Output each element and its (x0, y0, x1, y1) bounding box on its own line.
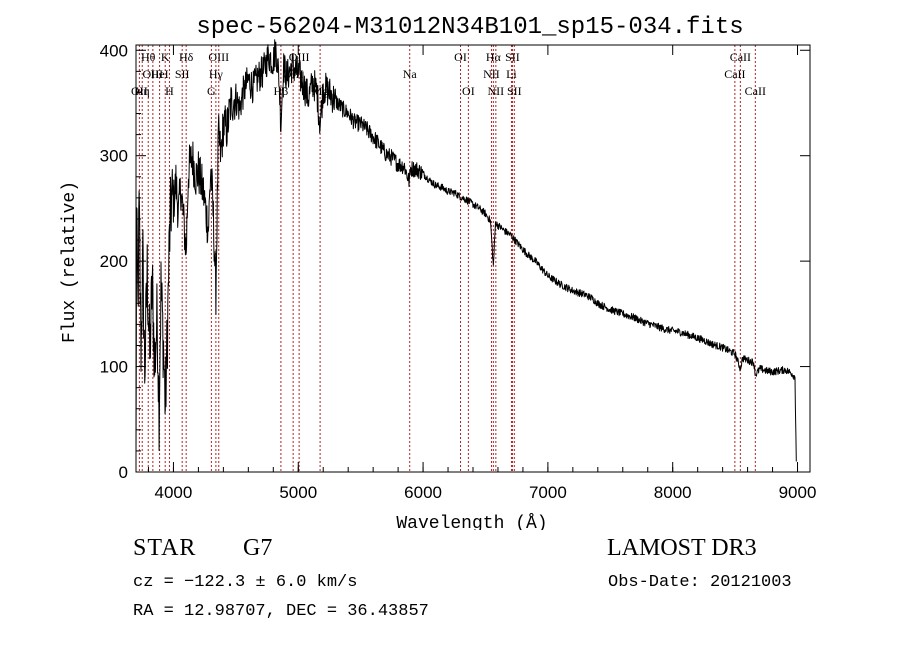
line-marker-label: OI (462, 84, 475, 98)
line-marker-label: Hη (135, 84, 150, 98)
observation-date: Obs-Date: 20121003 (608, 573, 792, 592)
line-marker-label: CaII (745, 84, 766, 98)
line-marker-label: Hγ (209, 67, 224, 81)
line-marker-label: SII (175, 67, 190, 81)
x-tick-label: 5000 (279, 483, 317, 502)
sky-coordinates: RA = 12.98707, DEC = 36.43857 (133, 602, 429, 621)
x-axis-label: Wavelength (Å) (396, 513, 547, 530)
line-marker-label: Hα (486, 50, 502, 64)
line-marker-label: Hδ (179, 50, 194, 64)
spectrum-line (135, 39, 797, 462)
y-tick-label: 200 (100, 252, 128, 271)
line-marker-label: HeI (151, 67, 169, 81)
x-tick-label: 4000 (155, 483, 193, 502)
line-marker-label: Hβ (274, 84, 289, 98)
x-tick-label: 6000 (404, 483, 442, 502)
x-tick-label: 7000 (529, 483, 567, 502)
line-marker-label: OIII (208, 50, 229, 64)
line-marker-label: NII (488, 84, 505, 98)
line-marker-label: K (161, 50, 170, 64)
y-tick-label: 0 (119, 463, 128, 482)
line-marker-label: CaII (730, 50, 751, 64)
line-marker-label: OIII (143, 67, 164, 81)
object-class: STAR (133, 535, 197, 561)
y-tick-label: 400 (100, 41, 128, 60)
line-marker-label: CaII (724, 67, 745, 81)
line-marker-label: G (207, 84, 216, 98)
x-axis: 4000 5000 6000 7000 8000 9000 (147, 45, 817, 502)
redshift-velocity: cz = −122.3 ± 6.0 km/s (133, 573, 358, 592)
line-marker-label: Li (506, 67, 517, 81)
chart-title: spec-56204-M31012N34B101_sp15-034.fits (196, 14, 743, 41)
line-label-group: OIIHηHθOIIIHeIKHSIIHδGHγOIIIHβOIIIOIIIMg… (131, 50, 766, 98)
spectrum-chart: spec-56204-M31012N34B101_sp15-034.fits O… (60, 14, 817, 530)
x-tick-label: 8000 (654, 483, 692, 502)
line-marker-label: OI (454, 50, 467, 64)
y-axis-label: Flux (relative) (60, 181, 80, 343)
y-axis: 0 100 200 300 400 (100, 41, 810, 482)
line-marker-label: OII (131, 84, 148, 98)
line-marker-label: H (165, 84, 174, 98)
spectral-subclass: G7 (243, 535, 273, 561)
y-tick-label: 100 (100, 358, 128, 377)
line-marker-label: OIII (289, 50, 310, 64)
line-marker-label: SII (505, 50, 520, 64)
line-marker-group (138, 45, 756, 472)
line-marker-label: Na (403, 67, 418, 81)
x-tick-label: 9000 (779, 483, 817, 502)
y-tick-label: 300 (100, 147, 128, 166)
line-marker-label: Hθ (141, 50, 156, 64)
line-marker-label: NII (483, 67, 500, 81)
line-marker-label: SII (507, 84, 522, 98)
survey-name: LAMOST DR3 (607, 535, 757, 561)
